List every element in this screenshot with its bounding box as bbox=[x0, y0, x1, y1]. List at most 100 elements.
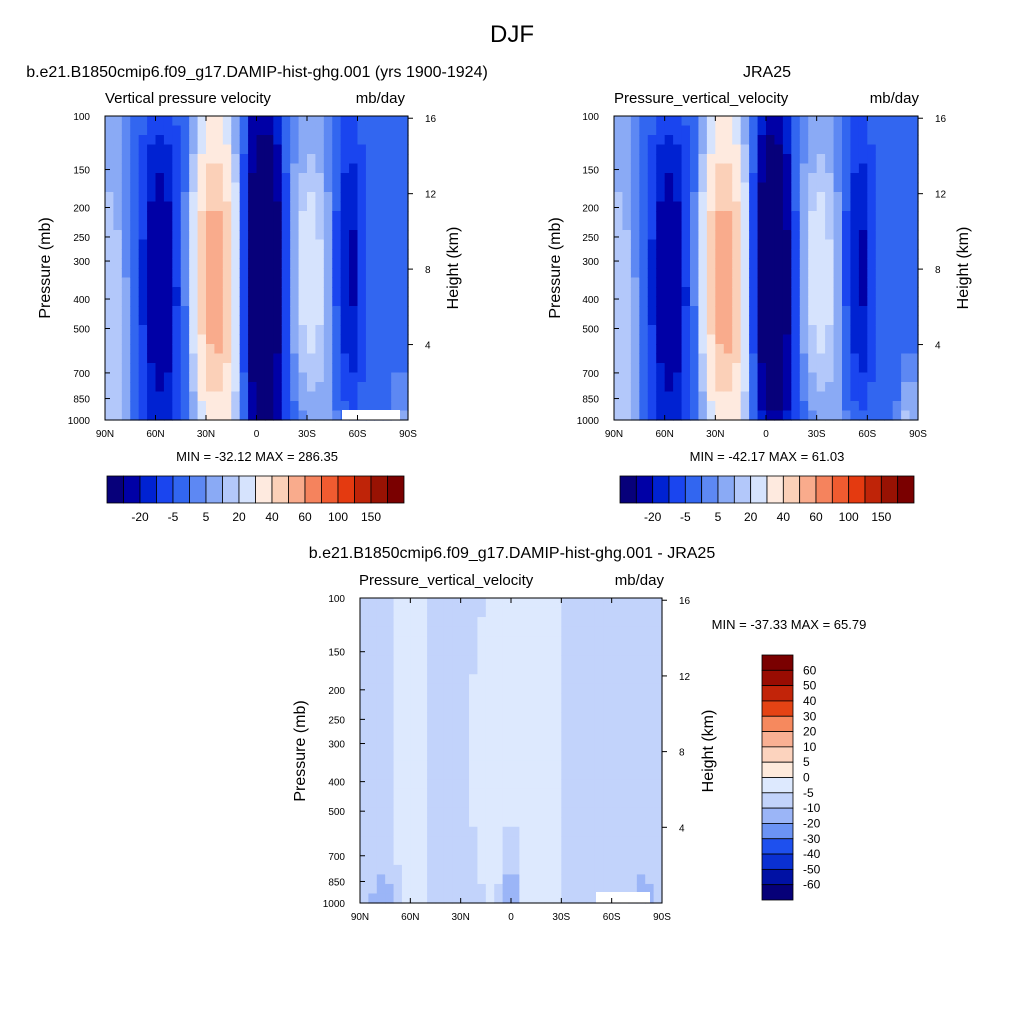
contour-cell bbox=[620, 712, 629, 722]
contour-cell bbox=[494, 827, 503, 837]
contour-cell bbox=[842, 230, 851, 240]
contour-cell bbox=[519, 712, 528, 722]
contour-cell bbox=[324, 249, 333, 259]
contour-cell bbox=[231, 344, 240, 354]
contour-cell bbox=[612, 674, 621, 684]
y-tick-label: 200 bbox=[328, 686, 345, 697]
contour-cell bbox=[385, 636, 394, 646]
contour-cell bbox=[477, 827, 486, 837]
contour-cell bbox=[834, 221, 843, 231]
colorbar-swatch bbox=[762, 762, 793, 777]
contour-cell bbox=[503, 760, 512, 770]
contour-cell bbox=[214, 335, 223, 345]
contour-cell bbox=[690, 240, 699, 250]
contour-cell bbox=[791, 126, 800, 136]
contour-cell bbox=[383, 135, 392, 145]
contour-cell bbox=[391, 211, 400, 221]
contour-cell bbox=[758, 411, 767, 421]
contour-cell bbox=[147, 306, 156, 316]
contour-cell bbox=[595, 655, 604, 665]
contour-cell bbox=[637, 827, 646, 837]
contour-cell bbox=[383, 278, 392, 288]
contour-cell bbox=[122, 202, 131, 212]
contour-cell bbox=[553, 598, 562, 608]
contour-cell bbox=[654, 693, 663, 703]
contour-cell bbox=[791, 373, 800, 383]
contour-cell bbox=[698, 392, 707, 402]
contour-cell bbox=[181, 135, 190, 145]
contour-cell bbox=[461, 712, 470, 722]
contour-cell bbox=[654, 827, 663, 837]
contour-cell bbox=[639, 335, 648, 345]
contour-cell bbox=[553, 646, 562, 656]
y-tick-label: 1000 bbox=[68, 416, 91, 427]
contour-cell bbox=[791, 192, 800, 202]
contour-cell bbox=[240, 183, 249, 193]
contour-cell bbox=[366, 344, 375, 354]
contour-cell bbox=[867, 297, 876, 307]
colorbar-swatch bbox=[620, 476, 636, 503]
contour-cell bbox=[349, 278, 358, 288]
contour-cell bbox=[690, 306, 699, 316]
contour-cell bbox=[603, 731, 612, 741]
contour-cell bbox=[164, 297, 173, 307]
contour-cell bbox=[240, 221, 249, 231]
contour-cell bbox=[656, 135, 665, 145]
contour-cell bbox=[698, 316, 707, 326]
contour-cell bbox=[469, 684, 478, 694]
contour-cell bbox=[257, 411, 266, 421]
colorbar-swatch bbox=[190, 476, 207, 503]
contour-cell bbox=[265, 297, 274, 307]
contour-cell bbox=[545, 731, 554, 741]
contour-cell bbox=[825, 363, 834, 373]
contour-cell bbox=[910, 268, 919, 278]
contour-cell bbox=[181, 392, 190, 402]
contour-cell bbox=[690, 268, 699, 278]
contour-cell bbox=[741, 344, 750, 354]
contour-cell bbox=[332, 240, 341, 250]
contour-cell bbox=[901, 154, 910, 164]
contour-cell bbox=[825, 211, 834, 221]
contour-cell bbox=[469, 617, 478, 627]
contour-cell bbox=[715, 373, 724, 383]
contour-cell bbox=[867, 135, 876, 145]
contour-cell bbox=[648, 382, 657, 392]
contour-cell bbox=[561, 665, 570, 675]
contour-cell bbox=[452, 779, 461, 789]
contour-cell bbox=[817, 154, 826, 164]
contour-cell bbox=[603, 874, 612, 884]
contour-cell bbox=[164, 116, 173, 126]
contour-cell bbox=[385, 884, 394, 894]
contour-cell bbox=[360, 798, 369, 808]
contour-cell bbox=[394, 712, 403, 722]
contour-cell bbox=[105, 325, 114, 335]
contour-cell bbox=[402, 836, 411, 846]
contour-cell bbox=[682, 363, 691, 373]
contour-cell bbox=[715, 202, 724, 212]
contour-cell bbox=[595, 789, 604, 799]
contour-cell bbox=[290, 249, 299, 259]
contour-cell bbox=[332, 192, 341, 202]
contour-cell bbox=[766, 354, 775, 364]
contour-cell bbox=[486, 874, 495, 884]
contour-cell bbox=[614, 268, 623, 278]
contour-cell bbox=[842, 145, 851, 155]
contour-cell bbox=[452, 836, 461, 846]
contour-cell bbox=[240, 382, 249, 392]
contour-cell bbox=[113, 382, 122, 392]
contour-cell bbox=[105, 192, 114, 202]
contour-cell bbox=[774, 211, 783, 221]
contour-cell bbox=[400, 297, 409, 307]
contour-cell bbox=[257, 249, 266, 259]
contour-cell bbox=[774, 354, 783, 364]
contour-cell bbox=[808, 392, 817, 402]
contour-cell bbox=[427, 598, 436, 608]
contour-cell bbox=[383, 154, 392, 164]
contour-cell bbox=[400, 183, 409, 193]
contour-cell bbox=[545, 665, 554, 675]
contour-cell bbox=[461, 722, 470, 732]
contour-cell bbox=[477, 598, 486, 608]
contour-cell bbox=[273, 325, 282, 335]
contour-cell bbox=[622, 164, 631, 174]
contour-cell bbox=[724, 354, 733, 364]
